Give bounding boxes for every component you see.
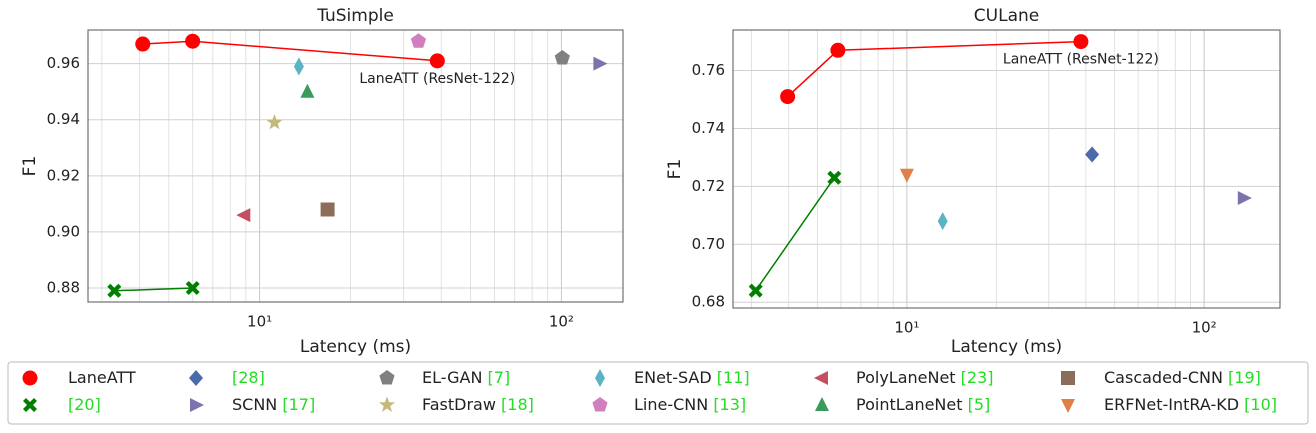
data-point xyxy=(1085,146,1100,163)
legend-marker xyxy=(190,398,204,412)
x-tick-label: 10¹ xyxy=(894,319,919,337)
legend-label-part: [11] xyxy=(717,368,750,387)
legend-label: FastDraw [18] xyxy=(422,395,534,414)
legend-label-part: [7] xyxy=(488,368,511,387)
legend-label: LaneATT xyxy=(68,368,136,387)
data-point xyxy=(899,168,914,183)
data-point xyxy=(554,50,570,65)
annotation: LaneATT (ResNet-122) xyxy=(359,71,515,87)
data-point xyxy=(185,33,201,49)
data-point xyxy=(937,212,948,231)
series-line xyxy=(114,287,193,292)
legend-label-part: SCNN xyxy=(232,395,282,414)
data-point xyxy=(236,208,251,223)
data-point xyxy=(266,114,283,130)
legend-marker xyxy=(1061,399,1075,413)
legend-label-part: ERFNet-IntRA-KD xyxy=(1104,395,1244,414)
legend-label-part: [5] xyxy=(968,395,991,414)
legend-label: PointLaneNet [5] xyxy=(856,395,990,414)
x-tick-label: 10¹ xyxy=(247,313,272,331)
legend-label-part: ENet-SAD xyxy=(634,368,717,387)
y-tick-label: 0.96 xyxy=(47,54,80,72)
legend-label-part: EL-GAN xyxy=(422,368,488,387)
annotation: LaneATT (ResNet-122) xyxy=(1003,52,1159,68)
data-point xyxy=(107,283,122,298)
legend-label-part: Cascaded-CNN xyxy=(1104,368,1228,387)
legend-label-part: PointLaneNet xyxy=(856,395,968,414)
chart-title: CULane xyxy=(974,6,1039,26)
legend-label-part: [10] xyxy=(1244,395,1277,414)
legend-box xyxy=(7,361,1309,425)
y-tick-label: 0.68 xyxy=(692,293,725,311)
y-tick-label: 0.94 xyxy=(47,110,80,128)
legend-label: [28] xyxy=(232,368,265,387)
legend-marker xyxy=(22,370,38,386)
legend-label-part: [18] xyxy=(501,395,534,414)
chart-title: TuSimple xyxy=(316,6,394,26)
legend-marker xyxy=(378,396,396,412)
data-point xyxy=(748,283,763,298)
plot-area xyxy=(88,30,623,302)
data-point xyxy=(830,42,846,58)
legend-label: ENet-SAD [11] xyxy=(634,368,750,387)
legend-marker xyxy=(189,370,203,386)
legend-marker xyxy=(815,397,829,411)
legend-label-part: [19] xyxy=(1228,368,1261,387)
legend-label: Line-CNN [13] xyxy=(634,395,746,414)
y-tick-label: 0.70 xyxy=(692,235,725,253)
y-tick-label: 0.90 xyxy=(47,222,80,240)
data-point xyxy=(827,170,842,185)
y-axis-label: F1 xyxy=(20,156,40,177)
y-tick-label: 0.72 xyxy=(692,177,725,195)
x-tick-label: 10² xyxy=(1192,319,1217,337)
legend-label: EL-GAN [7] xyxy=(422,368,510,387)
y-tick-label: 0.88 xyxy=(47,278,80,296)
series-line xyxy=(755,177,835,292)
data-point xyxy=(1237,191,1252,205)
y-tick-label: 0.92 xyxy=(47,166,80,184)
data-point xyxy=(293,57,304,76)
axes-frame xyxy=(87,29,624,303)
x-tick-label: 10² xyxy=(549,313,574,331)
legend-label-part: [28] xyxy=(232,368,265,387)
legend-label-part: [17] xyxy=(282,395,315,414)
y-axis-label: F1 xyxy=(665,159,685,180)
legend-marker xyxy=(1061,371,1075,385)
data-point xyxy=(135,36,151,52)
x-axis-label: Latency (ms) xyxy=(300,337,411,357)
data-point xyxy=(1073,34,1089,50)
legend-label: [20] xyxy=(68,395,101,414)
data-point xyxy=(410,33,427,48)
legend-label: ERFNet-IntRA-KD [10] xyxy=(1104,395,1277,414)
legend-label-part: FastDraw xyxy=(422,395,501,414)
data-point xyxy=(320,202,335,217)
data-point xyxy=(780,89,796,105)
x-axis-label: Latency (ms) xyxy=(951,337,1062,357)
legend-marker xyxy=(379,370,395,385)
data-point xyxy=(429,53,445,69)
legend-label-part: [20] xyxy=(68,395,101,414)
y-tick-label: 0.74 xyxy=(692,119,725,137)
legend-marker xyxy=(814,371,828,385)
legend-marker xyxy=(595,369,605,387)
data-point xyxy=(185,281,200,295)
legend-label: PolyLaneNet [23] xyxy=(856,368,994,387)
legend-label-part: LaneATT xyxy=(68,368,136,387)
plot-area xyxy=(733,30,1280,308)
data-point xyxy=(300,83,315,98)
legend-label: Cascaded-CNN [19] xyxy=(1104,368,1261,387)
legend-label-part: Line-CNN xyxy=(634,395,713,414)
legend-label-part: [23] xyxy=(961,368,994,387)
legend-label-part: [13] xyxy=(713,395,746,414)
legend-marker xyxy=(23,398,37,412)
legend-label: SCNN [17] xyxy=(232,395,315,414)
axes-frame xyxy=(732,29,1281,309)
data-point xyxy=(593,56,608,71)
y-tick-label: 0.76 xyxy=(692,61,725,79)
legend-marker xyxy=(592,397,608,412)
legend-label-part: PolyLaneNet xyxy=(856,368,961,387)
